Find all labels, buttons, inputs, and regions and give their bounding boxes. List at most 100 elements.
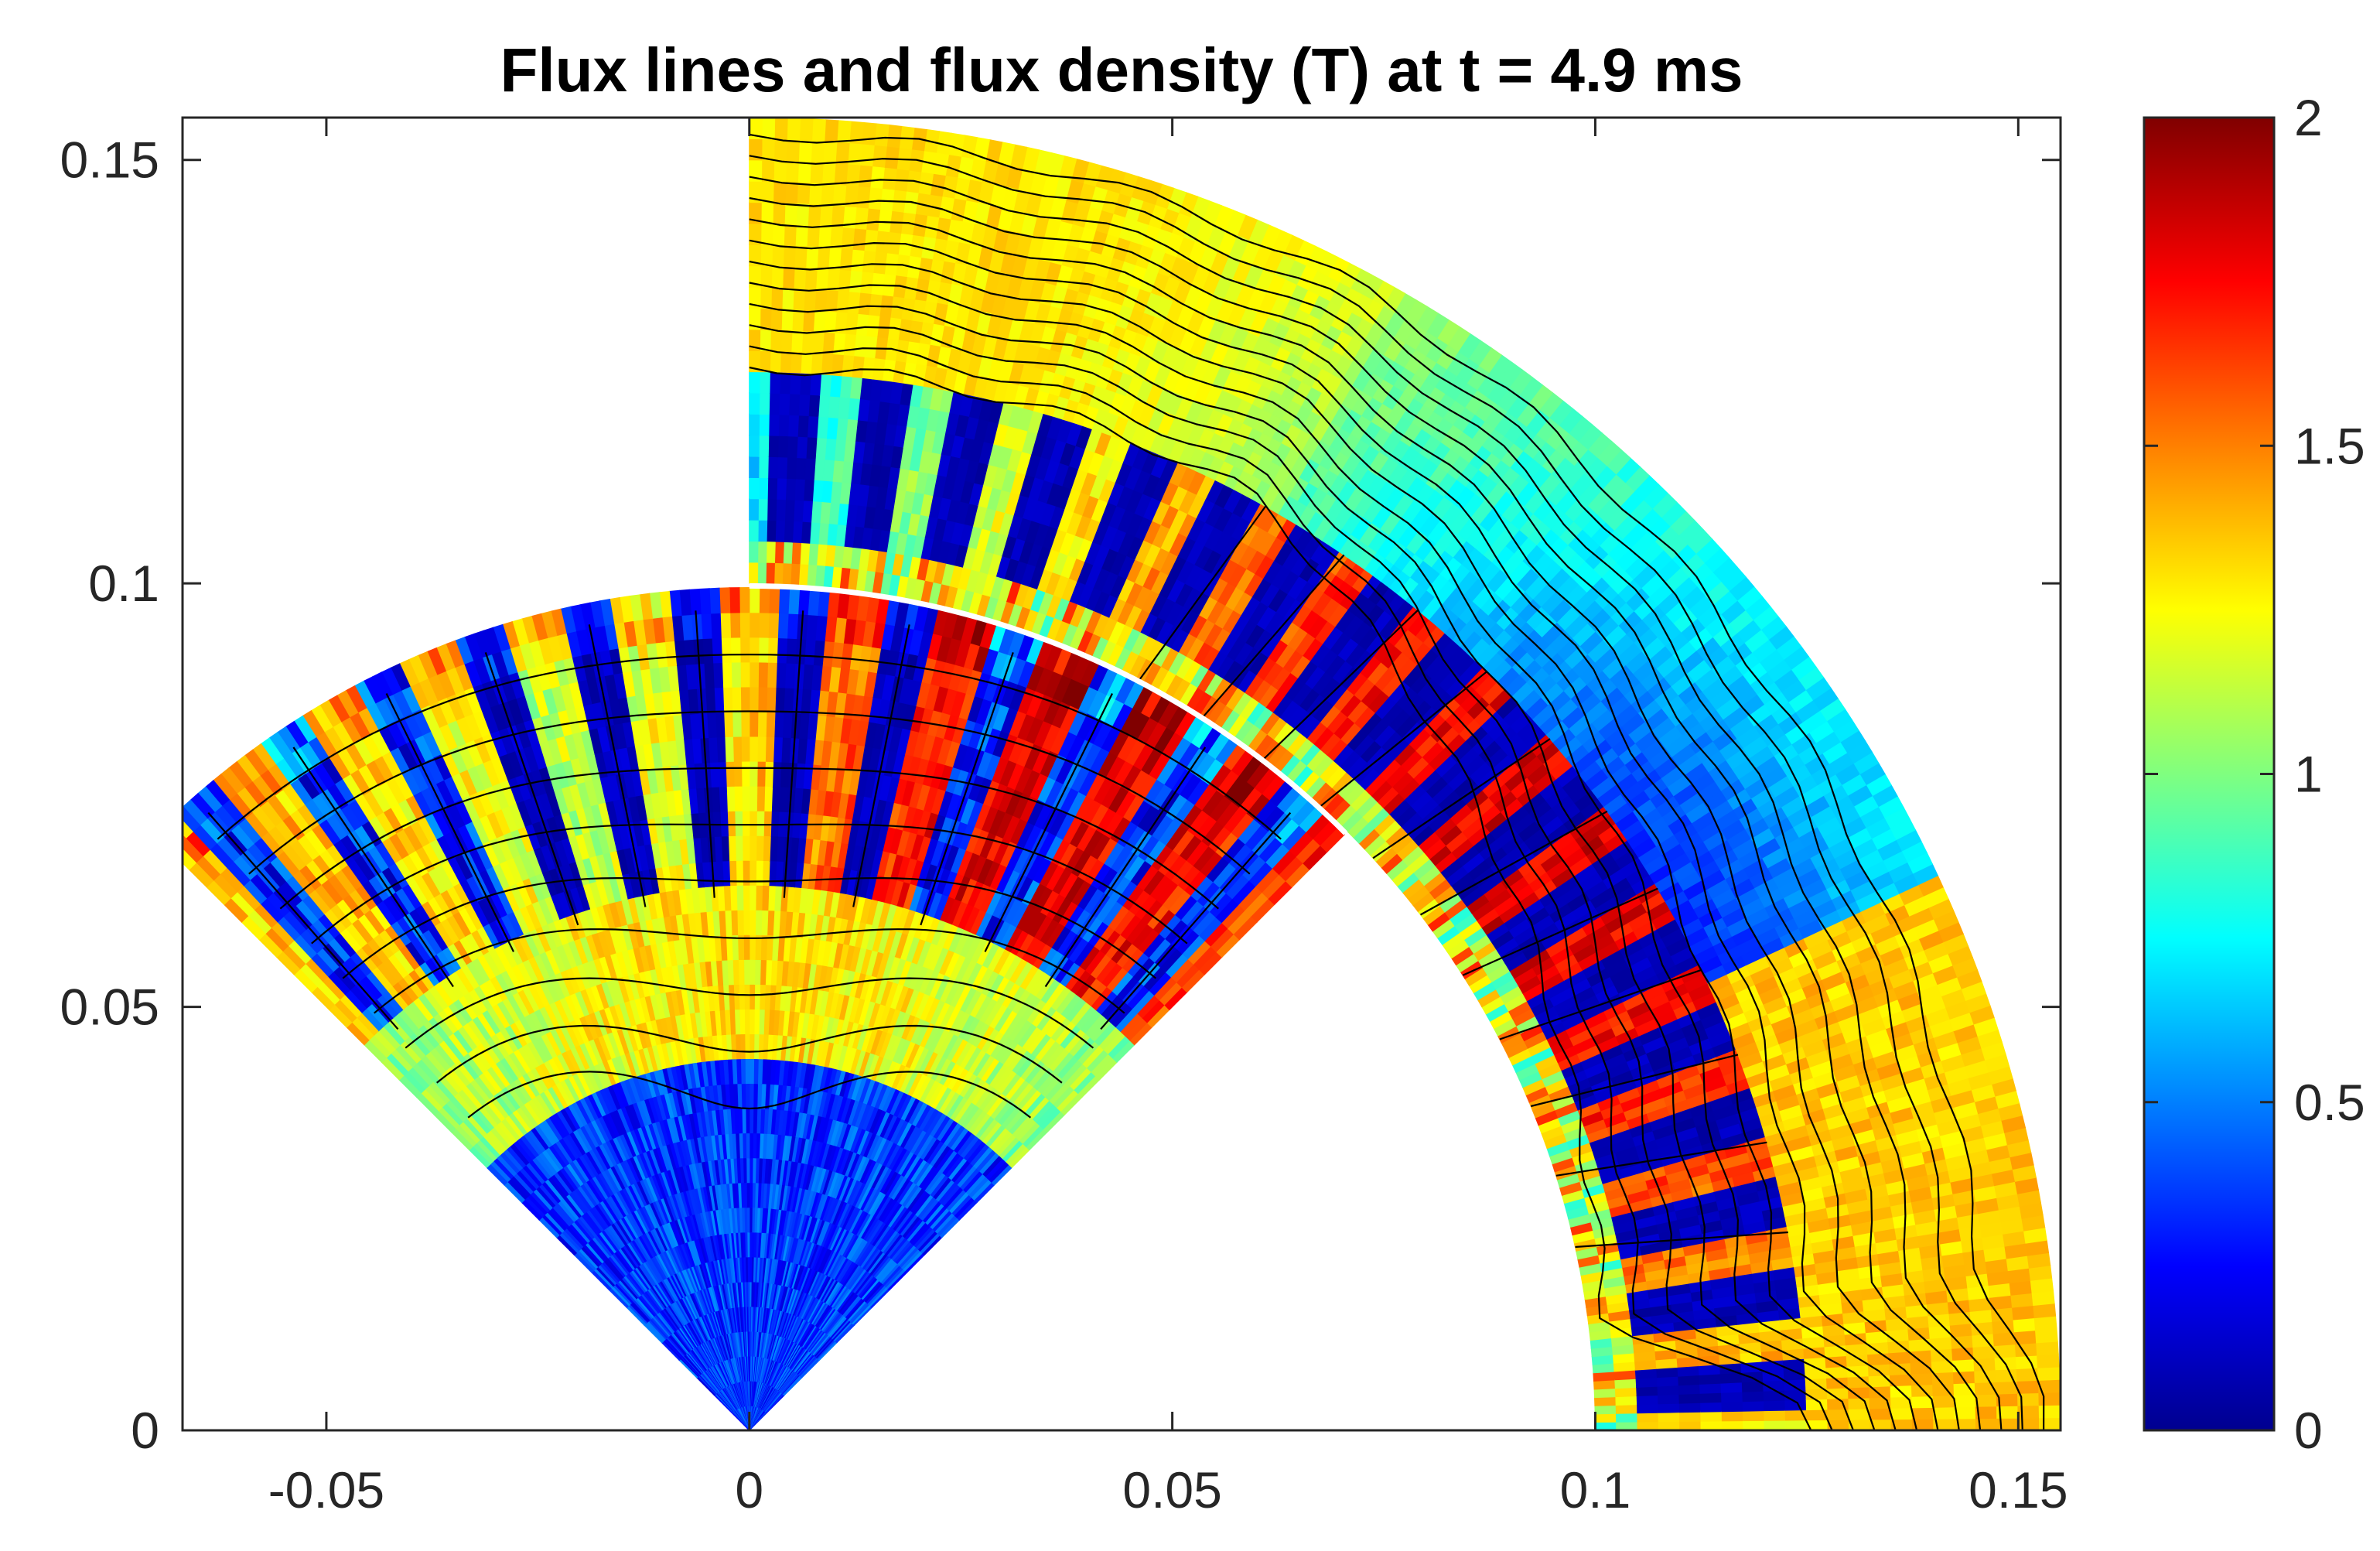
stator-cell [1993, 1343, 2017, 1358]
stator-cell [1825, 1355, 1848, 1368]
stator-cell [784, 181, 798, 204]
stator-cell [758, 392, 770, 415]
stator-cell [833, 162, 849, 186]
stator-cell [757, 498, 768, 521]
stator-cell [758, 434, 770, 457]
stator-cell [818, 203, 833, 227]
stator-cell [779, 371, 791, 395]
stator-cell [760, 244, 773, 267]
stator-cell [803, 288, 817, 311]
stator-cell [803, 478, 814, 502]
stator-cell [1764, 1399, 1786, 1412]
plot-area [183, 118, 2061, 1430]
stator-cell [825, 289, 838, 313]
stator-cell [814, 267, 829, 291]
stator-cell [1657, 1384, 1680, 1396]
stator-cell [772, 202, 786, 225]
stator-cell [1594, 1404, 1617, 1415]
stator-cell [1658, 1420, 1681, 1430]
stator-cell [861, 121, 877, 145]
stator-cell [808, 394, 821, 417]
stator-cell [853, 206, 869, 230]
stator-cell [749, 392, 760, 415]
stator-cell [2016, 1379, 2040, 1394]
stator-cell [1658, 1411, 1681, 1423]
stator-cell [1699, 1382, 1723, 1394]
stator-cell [767, 477, 778, 500]
stator-cell [814, 436, 828, 460]
stator-cell [774, 519, 786, 542]
stator-cell [809, 161, 824, 184]
stator-cell [811, 118, 826, 142]
stator-cell [1721, 1410, 1744, 1422]
stator-cell [770, 307, 783, 330]
stator-cell [781, 562, 792, 586]
stator-cell [804, 457, 816, 480]
stator-cell [785, 138, 801, 162]
stator-cell [1720, 1382, 1743, 1393]
stator-cell [1658, 1402, 1681, 1413]
stator-cell [828, 225, 844, 249]
stator-cell [771, 244, 784, 267]
stator-cell [1951, 1346, 1975, 1361]
stator-cell [1974, 1369, 1997, 1384]
stator-cell [1742, 1400, 1765, 1412]
stator-cell [1720, 1391, 1743, 1403]
stator-cell [773, 541, 784, 564]
stator-cell [767, 456, 779, 479]
stator-cell [831, 183, 847, 207]
stator-cell [758, 413, 770, 436]
stator-cell [804, 266, 818, 290]
stator-cell [766, 519, 777, 542]
stator-cell [799, 372, 811, 395]
stator-cell [784, 202, 797, 225]
stator-cell [773, 138, 787, 162]
stator-cell [799, 541, 811, 565]
stator-cell [1973, 1357, 1996, 1372]
stator-cell [760, 180, 774, 203]
stator-cell [809, 373, 822, 396]
stator-cell [1679, 1420, 1702, 1430]
stator-cell [784, 477, 797, 500]
stator-cell [1804, 1367, 1828, 1380]
stator-cell [1721, 1419, 1744, 1430]
stator-cell [824, 119, 839, 142]
stator-cell [765, 540, 776, 563]
stator-cell [766, 498, 777, 521]
stator-cell [759, 307, 772, 330]
stator-cell [775, 498, 787, 521]
stator-cell [749, 498, 760, 521]
stator-cell [812, 309, 826, 333]
stator-cell [816, 246, 831, 269]
stator-cell [1678, 1392, 1702, 1404]
stator-cell [1594, 1413, 1617, 1423]
stator-cell [1784, 1419, 1808, 1430]
stator-cell [800, 351, 813, 374]
stator-cell [749, 477, 760, 500]
stator-cell [749, 540, 759, 563]
stator-cell [821, 161, 836, 185]
stator-cell [1657, 1393, 1680, 1405]
stator-cell [776, 477, 787, 500]
stator-cell [1933, 1406, 1955, 1419]
stator-cell [791, 520, 803, 544]
stator-cell [822, 140, 838, 164]
stator-cell [759, 350, 771, 373]
stator-cell [857, 164, 873, 188]
stator-cell [810, 351, 823, 375]
stator-cell [2037, 1366, 2061, 1381]
stator-cell [1615, 1413, 1638, 1423]
stator-cell [759, 329, 771, 351]
stator-cell [1637, 1403, 1659, 1414]
stator-cell [798, 118, 814, 141]
stator-cell [1975, 1393, 1998, 1407]
stator-cell [1721, 1400, 1744, 1413]
stator-cell [782, 244, 796, 268]
rotor-cell [749, 1156, 753, 1184]
stator-cell [811, 330, 825, 354]
stator-cell [806, 224, 821, 248]
stator-cell [805, 436, 818, 459]
stator-cell [760, 286, 773, 309]
stator-cell [1890, 1407, 1914, 1420]
stator-cell [1741, 1370, 1764, 1383]
